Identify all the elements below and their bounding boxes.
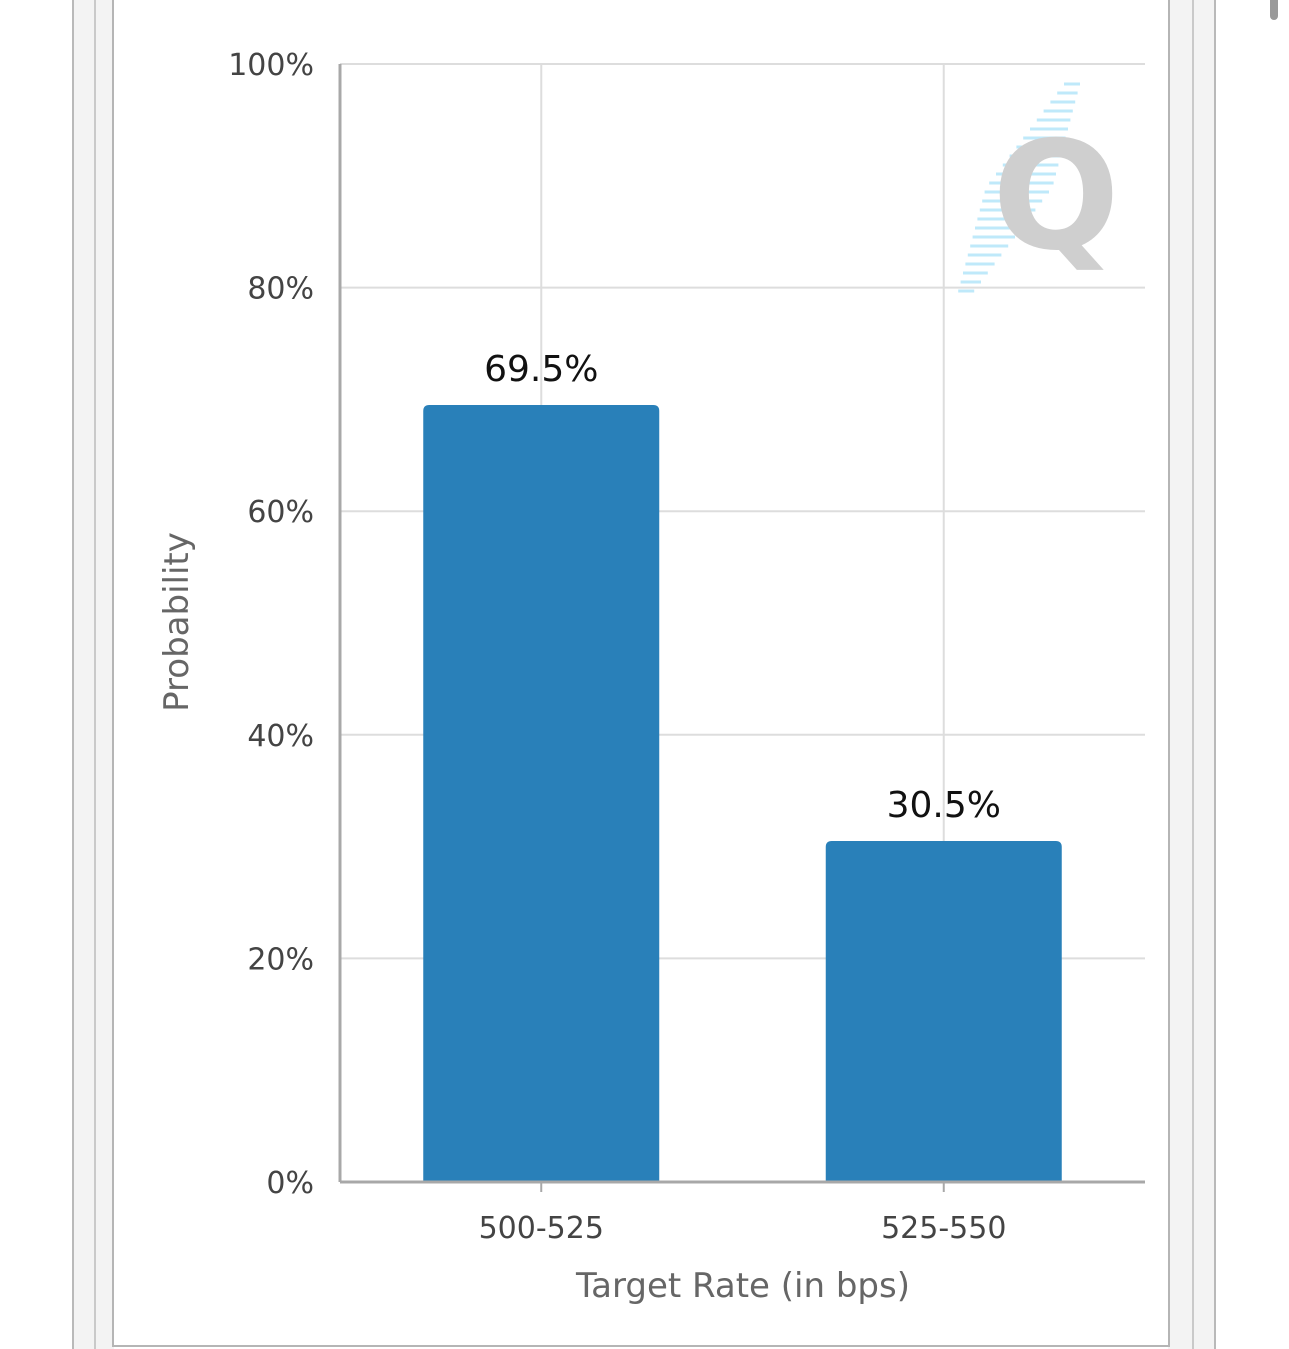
y-tick-label: 40%: [247, 719, 314, 754]
scrollbar-thumb[interactable]: [1270, 0, 1278, 20]
bar-525-550[interactable]: [825, 841, 1062, 1182]
q-logo-icon: Q: [958, 82, 1120, 293]
left-frame-line: [94, 0, 96, 1349]
bar-data-label: 30.5%: [887, 785, 1001, 826]
y-tick-label: 100%: [228, 48, 314, 83]
watermark-letter: Q: [992, 110, 1120, 284]
y-tick-label: 60%: [247, 495, 314, 530]
bar-data-label: 69.5%: [484, 349, 598, 390]
y-tick-label: 0%: [266, 1166, 314, 1201]
bars: 69.5% 30.5%: [423, 349, 1062, 1182]
watermark-stripes: [958, 82, 1080, 293]
bar-500-525[interactable]: [423, 404, 660, 1182]
right-frame-line: [1192, 0, 1194, 1349]
right-frame-rail: [1168, 0, 1216, 1349]
x-tick-label: 500-525: [479, 1211, 604, 1246]
y-tick-label: 80%: [247, 272, 314, 307]
left-frame-rail: [72, 0, 114, 1349]
x-axis-ticks: 500-525 525-550: [479, 1182, 1006, 1246]
y-tick-label: 20%: [247, 942, 314, 977]
x-tick-label: 525-550: [881, 1211, 1006, 1246]
y-axis-title: Probability: [157, 532, 197, 712]
y-axis-ticks: 0% 20% 40% 60% 80% 100%: [228, 48, 314, 1201]
x-axis-title: Target Rate (in bps): [575, 1266, 910, 1306]
axes: [338, 64, 1145, 1184]
